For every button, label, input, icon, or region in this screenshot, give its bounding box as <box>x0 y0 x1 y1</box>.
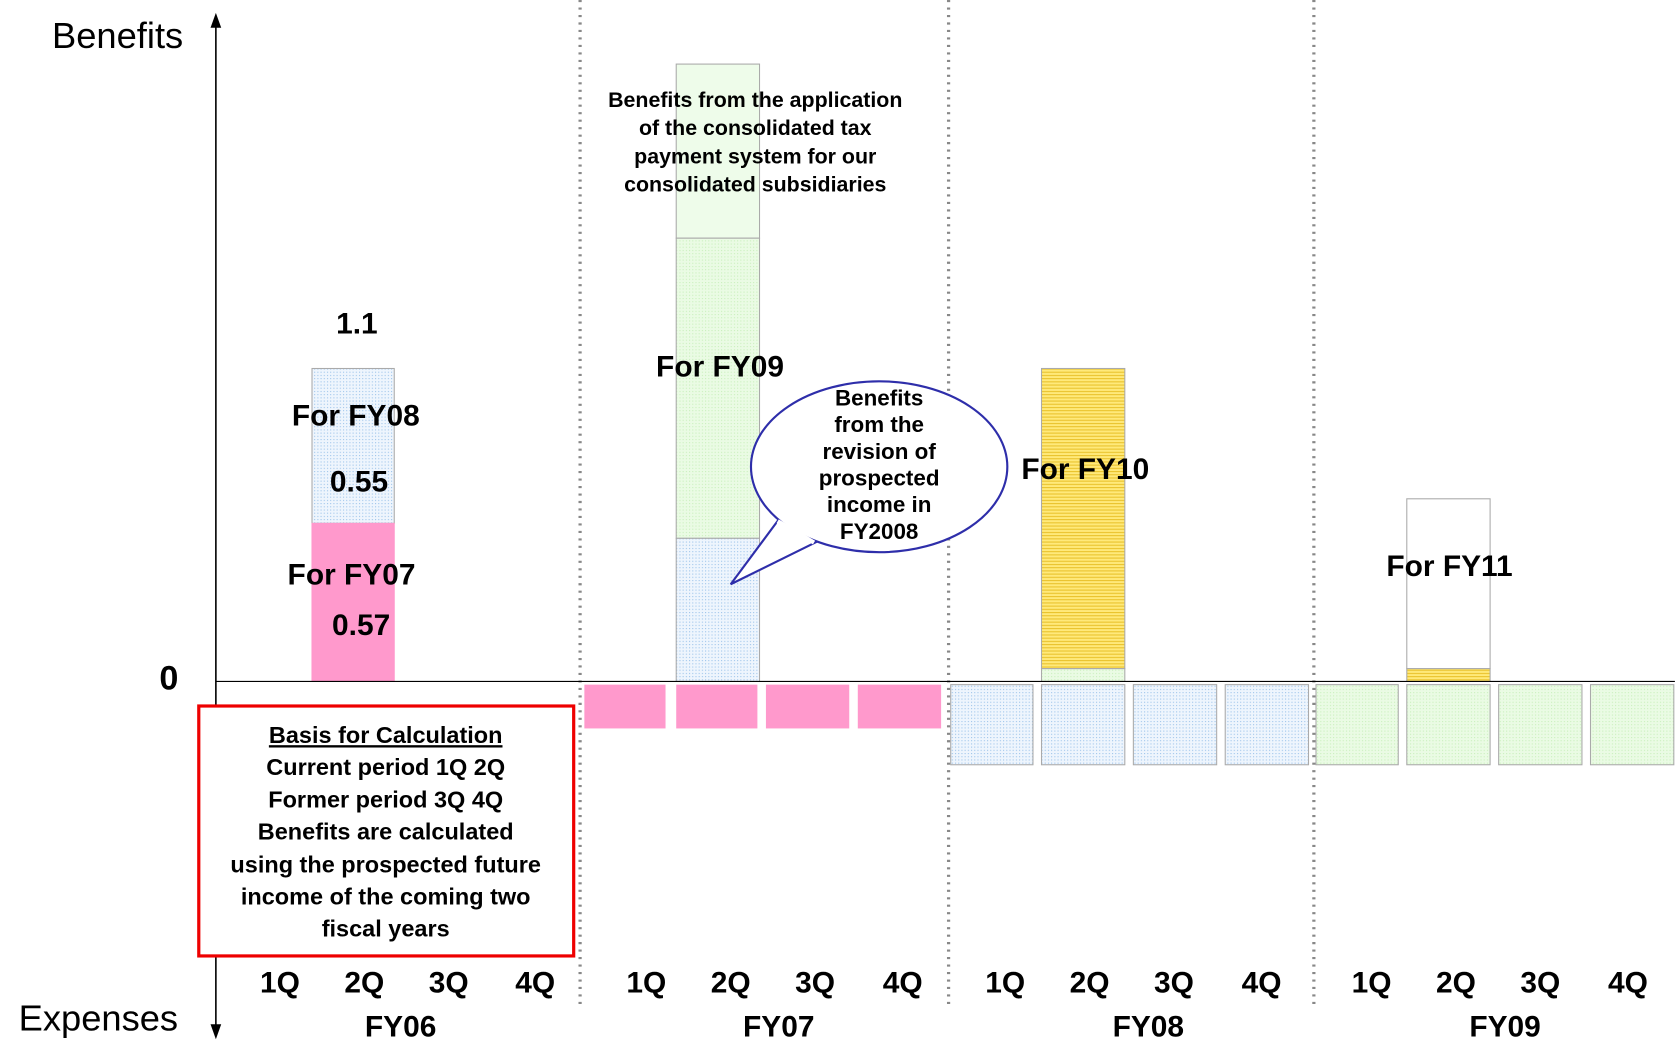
value-label: 1.1 <box>336 308 378 341</box>
quarter-label: 2Q <box>711 967 751 1000</box>
annotation: of the consolidated tax <box>639 116 872 140</box>
arrow <box>210 12 222 28</box>
callout-text: Benefits <box>835 385 923 410</box>
fiscal-year-label: FY07 <box>743 1010 814 1043</box>
quarter-label: 4Q <box>1242 967 1282 1000</box>
expense-box <box>676 684 758 729</box>
axis-label: Expenses <box>19 998 178 1039</box>
expense-box <box>1498 684 1583 766</box>
quarter-label: 3Q <box>795 967 835 1000</box>
value-label: 0.55 <box>330 466 388 499</box>
bar-segment <box>675 537 761 682</box>
quarter-label: 3Q <box>429 967 469 1000</box>
callout <box>749 380 1009 554</box>
bar-segment <box>1406 498 1491 670</box>
annotation: consolidated subsidiaries <box>624 172 886 196</box>
labels: Benefits Expenses 0 1.1 For FY08 0.55 For FY07… <box>19 15 1648 1043</box>
expense-box <box>1406 684 1491 766</box>
quarter-label: 4Q <box>883 967 923 1000</box>
annotation: payment system for our <box>634 145 876 169</box>
quarter-label: 1Q <box>626 967 666 1000</box>
expense-box <box>1040 684 1126 766</box>
callout-text: prospected <box>819 465 940 490</box>
callout-text: FY2008 <box>840 519 918 544</box>
bar-label: For FY11 <box>1386 550 1512 583</box>
value-label: 0.57 <box>332 609 390 642</box>
bar-label: For FY09 <box>656 350 784 383</box>
quarter-label: 3Q <box>1154 967 1194 1000</box>
annotation: Benefits from the application <box>608 88 902 112</box>
expense-box <box>1224 684 1310 766</box>
bar-segment <box>1040 367 1126 670</box>
bar-segment <box>1406 668 1491 682</box>
bar-segment <box>675 237 761 539</box>
callout-text: from the <box>834 412 924 437</box>
quarter-label: 2Q <box>1436 967 1476 1000</box>
basis-title: Basis for Calculation <box>269 722 503 748</box>
callout-text: income in <box>827 492 932 517</box>
bar-segment <box>675 63 761 239</box>
quarter-label: 1Q <box>1352 967 1392 1000</box>
callout-join <box>776 519 816 545</box>
fiscal-year-label: FY06 <box>365 1010 436 1043</box>
basis-line: fiscal years <box>322 916 450 942</box>
callout-text: revision of <box>822 439 936 464</box>
axis-label: Benefits <box>52 15 183 56</box>
expense-box <box>1315 684 1399 766</box>
bar-label: For FY10 <box>1021 453 1149 486</box>
quarter-label: 4Q <box>1608 967 1648 1000</box>
expense-box <box>857 684 942 729</box>
quarter-label: 4Q <box>515 967 555 1000</box>
expense-box <box>1132 684 1218 766</box>
fiscal-year-label: FY08 <box>1113 1010 1184 1043</box>
callout-pointer <box>729 517 818 586</box>
bar-segment <box>311 367 395 524</box>
basis-line: Former period 3Q 4Q <box>268 786 503 812</box>
basis-box <box>197 704 576 958</box>
bar-label: For FY07 <box>288 559 416 592</box>
fiscal-year-label: FY09 <box>1469 1010 1540 1043</box>
bar-label: For FY08 <box>292 400 420 433</box>
expense-box <box>765 684 850 729</box>
arrow <box>210 1024 222 1040</box>
basis-line: income of the coming two <box>241 883 531 909</box>
quarter-label: 1Q <box>985 967 1025 1000</box>
quarter-label: 3Q <box>1520 967 1560 1000</box>
quarter-label: 1Q <box>260 967 300 1000</box>
basis-line: using the prospected future <box>230 851 541 877</box>
quarter-label: 2Q <box>1070 967 1110 1000</box>
expense-box <box>1589 684 1675 766</box>
basis-line: Current period 1Q 2Q <box>266 754 505 780</box>
layout <box>197 0 1675 1040</box>
bar-segment <box>1040 668 1126 682</box>
quarter-label: 2Q <box>344 967 384 1000</box>
basis-line: Benefits are calculated <box>258 818 514 844</box>
zero-label: 0 <box>159 659 178 697</box>
expense-box <box>950 684 1034 766</box>
bar-segment <box>311 522 395 682</box>
expense-box <box>584 684 666 729</box>
